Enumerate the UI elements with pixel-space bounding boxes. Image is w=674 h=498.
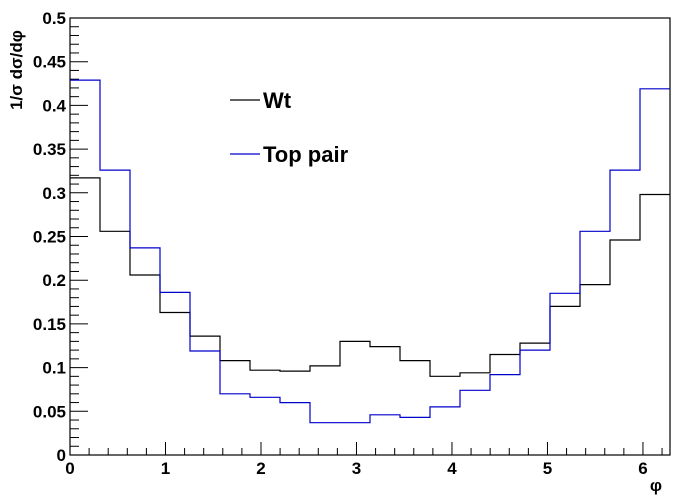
y-tick-label: 0.05 xyxy=(33,402,66,421)
x-tick-label: 0 xyxy=(65,459,74,478)
legend-label: Top pair xyxy=(263,142,349,167)
y-tick-label: 0.45 xyxy=(33,53,66,72)
y-tick-label: 0 xyxy=(57,446,66,465)
y-tick-label: 0.35 xyxy=(33,140,66,159)
y-tick-label: 0.4 xyxy=(42,96,66,115)
y-tick-label: 0.5 xyxy=(42,9,66,28)
y-axis-title: 1/σ dσ/dφ xyxy=(7,30,26,110)
x-tick-label: 6 xyxy=(638,459,647,478)
series-line-wt xyxy=(70,177,670,377)
x-tick-label: 5 xyxy=(543,459,552,478)
y-tick-label: 0.3 xyxy=(42,184,66,203)
series-line-top-pair xyxy=(70,79,670,424)
y-tick-label: 0.1 xyxy=(42,359,66,378)
x-tick-label: 2 xyxy=(256,459,265,478)
legend-label: Wt xyxy=(263,88,292,113)
series-layer xyxy=(70,79,670,424)
x-axis: 0 1 2 3 4 5 6 xyxy=(65,442,663,478)
y-tick-label: 0.2 xyxy=(42,271,66,290)
y-axis: 0 0.05 0.1 0.15 0.2 0.25 0.3 0.35 0.4 0.45 0.5 xyxy=(33,9,88,465)
y-tick-label: 0.15 xyxy=(33,315,66,334)
x-axis-title: φ xyxy=(650,476,662,495)
legend: Wt Top pair xyxy=(230,88,349,167)
x-tick-label: 3 xyxy=(352,459,361,478)
y-tick-label: 0.25 xyxy=(33,228,66,247)
x-tick-label: 4 xyxy=(447,459,457,478)
x-tick-label: 1 xyxy=(161,459,170,478)
